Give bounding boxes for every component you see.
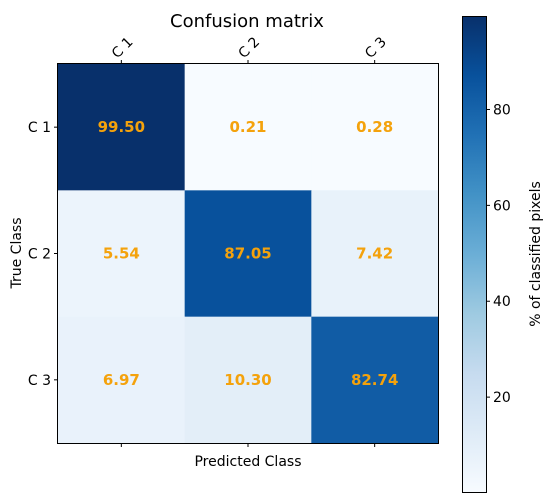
y-axis-label: True Class — [9, 217, 25, 289]
y-axis-ticks: C 1 C 2 C 3 — [28, 120, 58, 389]
heatmap-cell — [58, 190, 186, 318]
y-tick-label: C 1 — [28, 120, 51, 136]
colorbar-ticks: 20 40 60 80 — [486, 102, 511, 406]
colorbar-label: % of classified pixels — [528, 181, 544, 327]
heatmap-cell — [58, 64, 186, 191]
heatmap-cell — [311, 316, 439, 444]
x-tick-label: C 1 — [109, 34, 137, 62]
heatmap-cells — [58, 64, 439, 444]
x-tick-label: C 3 — [362, 34, 390, 62]
heatmap-cell — [184, 190, 312, 318]
colorbar-tick-label: 40 — [493, 294, 511, 310]
cell-value-label: 5.54 — [103, 245, 140, 263]
y-tick-label: C 3 — [28, 373, 51, 389]
cell-value-label: 10.30 — [224, 371, 271, 389]
colorbar-tick-label: 60 — [493, 198, 511, 214]
cell-value-label: 6.97 — [103, 371, 140, 389]
heatmap-cell — [184, 316, 312, 444]
colorbar — [462, 16, 486, 492]
x-axis-label: Predicted Class — [194, 454, 301, 470]
cell-value-label: 82.74 — [351, 371, 398, 389]
cell-value-label: 7.42 — [356, 245, 393, 263]
cell-value-label: 99.50 — [98, 118, 145, 136]
colorbar-frame — [462, 16, 487, 493]
heatmap-cell — [311, 190, 439, 318]
colorbar-tick-label: 20 — [493, 390, 511, 406]
x-tick-label: C 2 — [236, 34, 264, 62]
heatmap-cell — [311, 64, 439, 191]
heatmap-cell — [58, 316, 186, 444]
cell-value-label: 87.05 — [224, 245, 271, 263]
cell-value-label: 0.28 — [356, 118, 393, 136]
heatmap-cell-labels: 99.50 0.21 0.28 5.54 87.05 7.42 6.97 10.30 82.74 — [98, 118, 399, 389]
y-tick-label: C 2 — [28, 247, 51, 263]
cell-value-label: 0.21 — [229, 118, 266, 136]
heatmap-cell — [184, 64, 312, 191]
chart-title: Confusion matrix — [170, 11, 324, 32]
colorbar-tick-label: 80 — [493, 102, 511, 118]
